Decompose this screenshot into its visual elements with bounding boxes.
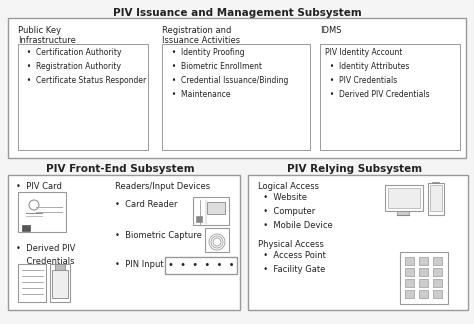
Bar [385,185,423,211]
Bar [18,192,66,232]
Text: PIV Relying Subsystem: PIV Relying Subsystem [287,164,422,174]
Text: •  PIV Card: • PIV Card [16,182,62,191]
Text: •  Biometric Capture: • Biometric Capture [115,231,202,240]
Bar [419,257,428,265]
Bar [419,268,428,276]
Text: Registration and
Issuance Activities: Registration and Issuance Activities [162,26,240,45]
Text: Public Key
Infrastructure: Public Key Infrastructure [18,26,76,45]
Bar [8,175,240,310]
Text: Logical Access: Logical Access [258,182,319,191]
Bar [405,279,414,287]
Bar [433,268,442,276]
Text: PIV Front-End Subsystem: PIV Front-End Subsystem [46,164,194,174]
Bar [18,264,46,302]
Bar [405,268,414,276]
Text: •  Website
  •  Computer
  •  Mobile Device: • Website • Computer • Mobile Device [258,193,333,230]
Bar [52,270,68,298]
Text: •  •  •  •  •  •: • • • • • • [168,260,234,270]
Bar [397,211,409,215]
Text: IDMS: IDMS [320,26,341,35]
Bar [55,264,65,270]
Bar [196,216,202,222]
Text: PIV Issuance and Management Subsystem: PIV Issuance and Management Subsystem [113,8,361,18]
Bar [8,18,466,158]
Text: •  Card Reader: • Card Reader [115,200,177,209]
Text: •  Access Point
  •  Facility Gate: • Access Point • Facility Gate [258,251,326,274]
Bar [430,185,442,211]
Bar [320,44,460,150]
Bar [419,290,428,298]
Bar [207,202,225,214]
Bar [433,257,442,265]
Bar [433,279,442,287]
Text: PIV Identity Account
  •  Identity Attributes
  •  PIV Credentials
  •  Derived : PIV Identity Account • Identity Attribut… [325,48,429,99]
Text: •  Identity Proofing
  •  Biometric Enrollment
  •  Credential Issuance/Binding
: • Identity Proofing • Biometric Enrollme… [167,48,288,99]
Bar [419,279,428,287]
Bar [388,188,420,208]
Bar [428,183,444,215]
Bar [193,197,229,225]
Bar [162,44,310,150]
Bar [405,290,414,298]
Bar [165,257,237,274]
Bar [248,175,468,310]
Text: •  PIN Input: • PIN Input [115,260,164,269]
Bar [400,252,448,304]
Bar [433,290,442,298]
Bar [18,44,148,150]
Bar [50,264,70,302]
Text: •  Certification Authority
  •  Registration Authority
  •  Certificate Status R: • Certification Authority • Registration… [22,48,146,85]
Text: Readers/Input Devices: Readers/Input Devices [115,182,210,191]
Text: Physical Access: Physical Access [258,240,324,249]
Bar [22,225,30,231]
Bar [205,228,229,252]
Text: •  Derived PIV
    Credentials: • Derived PIV Credentials [16,244,75,265]
Bar [405,257,414,265]
